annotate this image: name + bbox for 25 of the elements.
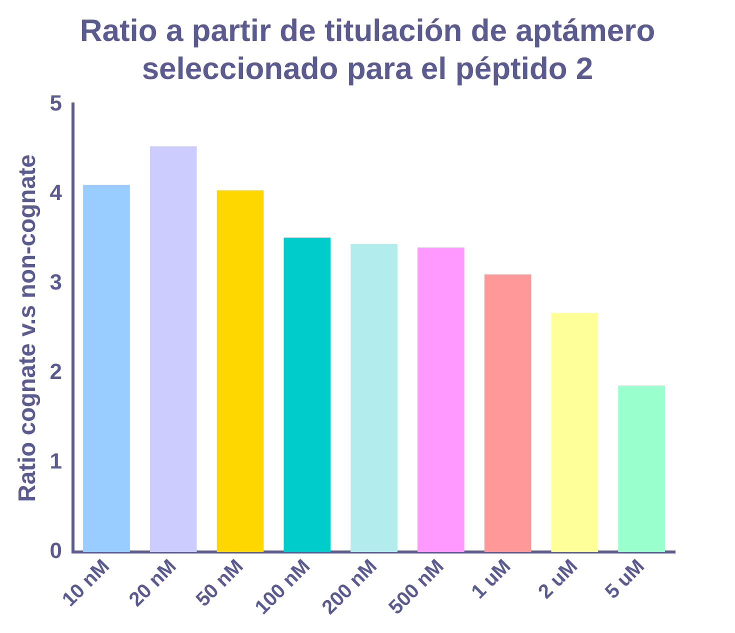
y-tick-label: 5 xyxy=(50,90,62,116)
bar xyxy=(618,385,665,552)
y-tick-label: 1 xyxy=(50,448,62,474)
bar xyxy=(484,274,532,552)
x-tick-label: 500 nM xyxy=(384,555,448,619)
x-tick-label: 5 uM xyxy=(601,555,649,604)
bar xyxy=(551,312,598,552)
x-tick-label: 1 uM xyxy=(467,555,516,604)
y-tick-label: 3 xyxy=(50,269,62,294)
bar xyxy=(83,184,130,552)
x-tick-label: 20 nM xyxy=(125,555,181,612)
x-tick-label: 50 nM xyxy=(192,555,248,612)
x-tick-label: 200 nM xyxy=(318,555,382,619)
bar xyxy=(150,146,197,552)
bar xyxy=(417,248,464,552)
bar xyxy=(350,244,398,552)
bar xyxy=(284,238,331,552)
y-axis-title: Ratio cognate v.s non-cognate xyxy=(14,154,42,502)
bar xyxy=(216,190,264,552)
x-tick-label: 2 uM xyxy=(534,555,582,604)
y-tick-label: 4 xyxy=(50,180,63,205)
y-tick-label: 2 xyxy=(50,358,62,384)
x-tick-label: 100 nM xyxy=(251,555,315,619)
y-tick-label: 0 xyxy=(50,538,62,564)
chart-title: Ratio a partir de titulación de aptámero seleccionado para el péptido 2 xyxy=(78,12,656,88)
